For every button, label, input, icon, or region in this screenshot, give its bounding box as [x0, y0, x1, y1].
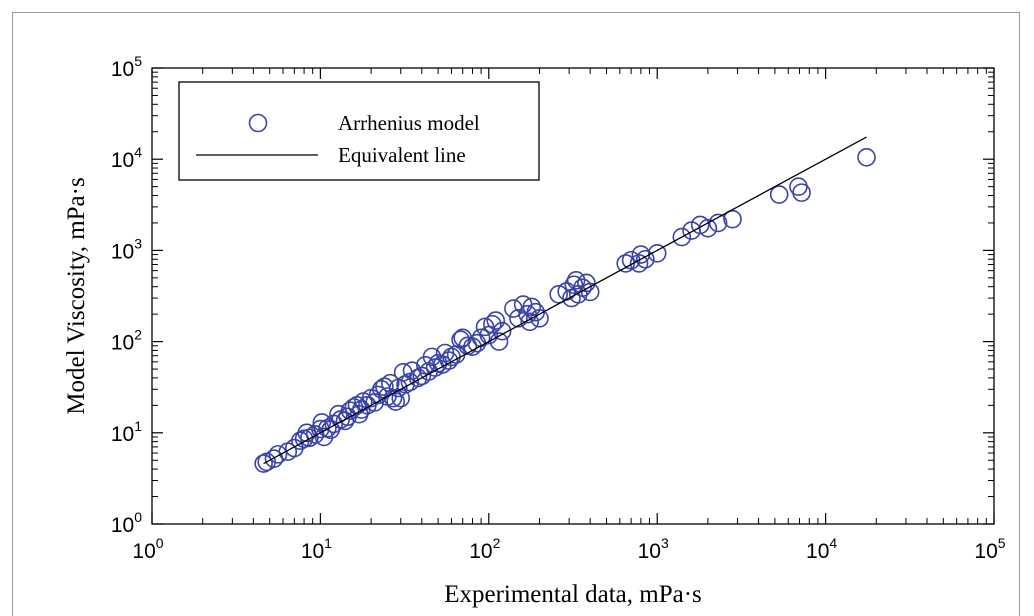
plot-border	[151, 67, 995, 525]
data-point	[268, 445, 288, 464]
y-axis: 100 101 102 103 104 105	[111, 53, 994, 537]
data-point	[340, 401, 360, 420]
data-point	[475, 317, 495, 337]
data-point	[769, 185, 789, 204]
y-tick-label: 100	[111, 509, 142, 537]
series-layer	[254, 136, 876, 473]
legend-label: Arrhenius model	[338, 111, 480, 135]
data-point	[492, 321, 512, 341]
data-point	[486, 311, 506, 330]
x-tick-label: 101	[301, 535, 332, 563]
x-tick-label: 103	[638, 535, 669, 563]
data-point	[311, 419, 330, 439]
data-point	[636, 249, 655, 269]
data-point	[467, 333, 487, 353]
data-point	[647, 243, 667, 263]
data-point	[439, 351, 459, 370]
x-tick-label: 105	[974, 535, 1005, 563]
x-tick-label: 104	[806, 535, 837, 563]
data-point	[314, 427, 334, 447]
y-tick-label: 104	[111, 144, 142, 172]
data-point	[509, 309, 528, 328]
y-tick-label: 105	[111, 53, 142, 81]
data-point	[672, 227, 692, 247]
x-axis-title: Experimental data, mPa·s	[444, 581, 702, 608]
legend-box	[178, 81, 540, 181]
data-point	[344, 398, 364, 417]
y-tick-label: 102	[111, 327, 142, 355]
data-point	[857, 147, 876, 167]
figure-frame	[12, 12, 1020, 616]
data-point	[520, 312, 540, 332]
y-axis-title: Model Viscosity, mPa·s	[63, 177, 90, 414]
data-point	[254, 454, 273, 473]
data-point	[489, 332, 509, 351]
data-point	[629, 254, 649, 273]
data-point	[690, 215, 710, 235]
data-point	[386, 392, 406, 411]
x-axis: 100 101 102 103 104 105	[132, 68, 1006, 563]
data-point	[530, 309, 549, 328]
data-point	[566, 271, 586, 290]
data-point	[285, 438, 304, 458]
data-point	[708, 213, 728, 233]
x-tick-label: 100	[132, 535, 163, 563]
data-point	[577, 273, 596, 293]
equivalent-line	[263, 136, 867, 465]
legend-label: Equivalent line	[338, 143, 466, 167]
data-point	[792, 183, 811, 202]
data-point	[723, 209, 742, 229]
plot-area	[151, 67, 995, 525]
legend-marker-swatch	[248, 113, 268, 133]
legend: Arrhenius model Equivalent line	[178, 81, 540, 181]
data-point	[564, 275, 584, 295]
x-tick-label: 102	[469, 535, 500, 563]
data-point	[483, 314, 502, 334]
y-tick-label: 101	[111, 418, 142, 446]
data-point	[549, 285, 568, 304]
y-tick-label: 103	[111, 235, 142, 263]
